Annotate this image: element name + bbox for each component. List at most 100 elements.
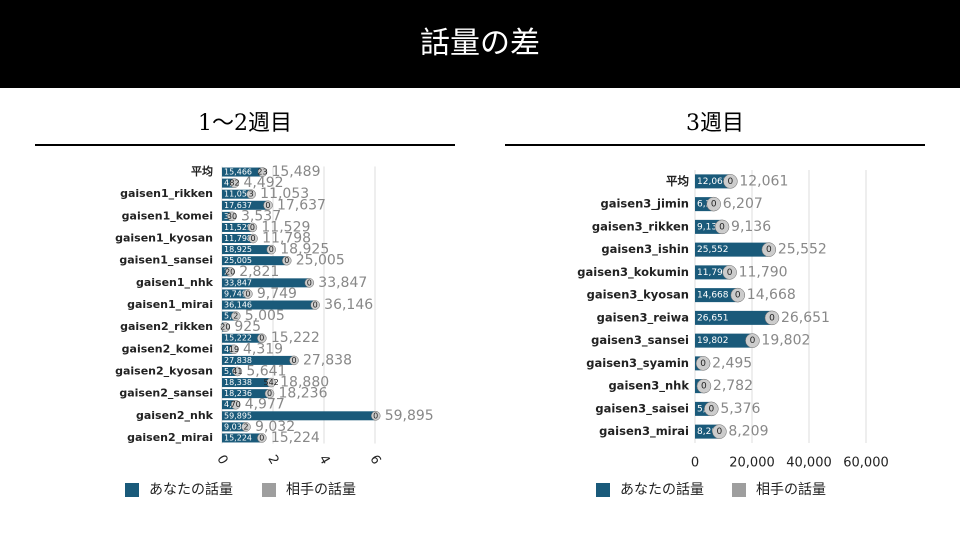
total-label: 5,376 (720, 401, 760, 417)
category-label: gaisen3_kokumin (577, 265, 689, 280)
bar-segment (222, 311, 235, 321)
total-label: 9,136 (731, 219, 771, 235)
legend-label: 相手の話量 (756, 481, 826, 498)
segment-label: 0 (766, 245, 772, 255)
bar-segment (222, 366, 237, 376)
bar-segment (222, 433, 261, 443)
segment-label: 15,222 (224, 334, 252, 343)
segment-label: 905 (224, 323, 239, 332)
bar-segment (222, 355, 293, 365)
label-badge (257, 167, 268, 177)
label-badge (706, 196, 721, 212)
total-label: 18,925 (280, 242, 329, 258)
segment-label: 12,061 (697, 177, 729, 187)
segment-label: 0 (727, 268, 733, 278)
segment-label: 0 (307, 278, 312, 287)
legend-label: あなたの話量 (620, 481, 704, 498)
label-badge (282, 255, 292, 266)
label-badge (695, 356, 711, 371)
category-label: gaisen2_kyosan (115, 364, 213, 377)
total-label: 3,537 (241, 208, 281, 224)
segment-label: 82 (229, 179, 239, 188)
label-badge (220, 322, 231, 332)
segment-label: 15,466 (224, 168, 252, 177)
chart-subtitle: 1〜2週目 (198, 111, 292, 136)
total-label: 4,977 (245, 397, 285, 413)
segment-label: 0 (711, 200, 717, 210)
segment-label: 0 (701, 382, 707, 392)
segment-label: 0 (719, 222, 725, 232)
category-label: gaisen3_nhk (608, 379, 689, 394)
category-label: gaisen3_ishin (601, 242, 689, 257)
total-label: 2,782 (713, 378, 753, 394)
segment-label: 0 (250, 223, 255, 232)
segment-label: 11,529 (224, 223, 252, 232)
segment-label: 0 (291, 356, 296, 365)
x-tick-label: 60,000 (843, 456, 889, 471)
x-tick-label: 40,000 (786, 456, 832, 471)
total-label: 19,802 (761, 333, 810, 349)
segment-label: 11,790 (697, 268, 729, 278)
segment-label: 9,136 (697, 222, 723, 232)
bar-segment (695, 174, 730, 189)
segment-label: 36,146 (224, 301, 252, 310)
label-badge (232, 366, 243, 377)
bar-segment (222, 333, 261, 343)
bar-segment (695, 219, 722, 234)
total-label: 36,146 (324, 297, 373, 313)
category-label: gaisen3_saisei (595, 401, 689, 416)
segment-label: 27,838 (224, 356, 252, 365)
segment-label: 0 (251, 234, 256, 243)
total-label: 33,847 (318, 275, 367, 291)
label-badge (257, 333, 267, 343)
total-label: 11,798 (262, 231, 311, 247)
total-label: 11,053 (260, 186, 309, 202)
bar-segment (695, 333, 752, 348)
category-label: gaisen2_komei (122, 342, 213, 355)
total-label: 17,637 (277, 197, 326, 213)
label-badge (225, 267, 235, 277)
label-badge (243, 289, 253, 299)
bar-segment (222, 256, 286, 266)
total-label: 27,838 (303, 352, 352, 368)
bar-segment (695, 288, 737, 303)
bar-segment (695, 265, 729, 280)
category-label: gaisen1_sansei (119, 254, 213, 267)
total-label: 18,236 (279, 386, 328, 402)
legend-swatch (125, 483, 139, 497)
segment-label: 0 (708, 404, 714, 414)
segment-label: 41 (232, 367, 242, 376)
segment-label: 15,224 (224, 433, 252, 442)
label-badge (229, 344, 239, 355)
label-badge (264, 388, 275, 399)
label-badge (248, 233, 258, 244)
segment-label: 70 (231, 400, 241, 409)
label-badge (761, 242, 777, 257)
title-bar (0, 0, 960, 88)
total-label: 11,790 (739, 264, 788, 280)
segment-label: 3 (249, 190, 254, 199)
segment-label: 11,050 (224, 190, 252, 199)
bar-segment (222, 234, 253, 244)
x-tick-label: 20,000 (729, 456, 775, 471)
category-label: gaisen2_rikken (120, 320, 213, 333)
category-label: gaisen1_mirai (127, 298, 213, 311)
label-badge (227, 211, 237, 222)
total-label: 4,319 (243, 341, 283, 357)
segment-label: 14,668 (697, 291, 729, 301)
category-label: gaisen1_kyosan (115, 232, 213, 245)
bar-segment (222, 278, 309, 288)
bar-segment (695, 424, 719, 439)
total-label: 59,895 (385, 408, 434, 424)
category-label: gaisen2_nhk (136, 409, 214, 422)
total-label: 9,032 (255, 419, 295, 435)
category-label: gaisen3_rikken (592, 219, 689, 234)
label-badge (289, 355, 299, 366)
label-badge (304, 278, 315, 288)
legend-swatch (732, 483, 746, 497)
label-badge (310, 300, 320, 310)
segment-label: 0 (735, 291, 741, 301)
total-label: 14,668 (747, 287, 796, 303)
segment-label: 33,847 (224, 278, 252, 287)
